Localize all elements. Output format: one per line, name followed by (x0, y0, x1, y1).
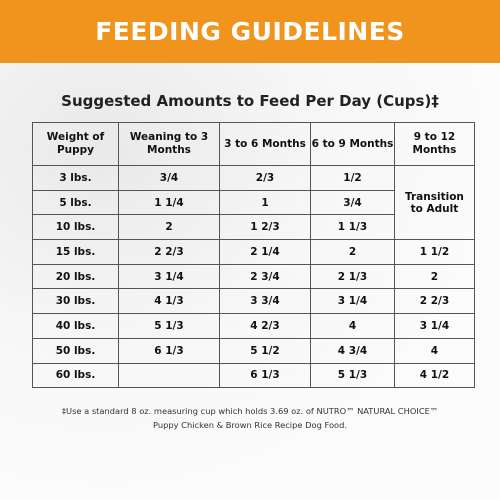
column-header: Weight of Puppy (32, 122, 119, 166)
table-row: 3 lbs. 3/4 2/3 1/2 Transition to Adult (32, 164, 475, 241)
table-row: 40 lbs. 5 1/3 4 2/3 4 3 1/4 (32, 313, 475, 339)
table-cell: 1 1/3 (310, 214, 395, 241)
merged-cell: Transition to Adult (394, 164, 475, 241)
table-cell: 1/2 (310, 165, 395, 191)
footnote-line: Puppy Chicken & Brown Rice Recipe Dog Fo… (152, 420, 348, 430)
table-cell: 2 3/4 (219, 263, 311, 290)
table-cell: 1 (219, 189, 311, 216)
table-cell: 4 (310, 313, 395, 339)
table-cell: 40 lbs. (32, 313, 119, 339)
column-header: 6 to 9 Months (310, 122, 395, 166)
table-cell: 2 1/4 (219, 239, 311, 265)
table-cell: 30 lbs. (32, 288, 119, 315)
table-row: 60 lbs. 6 1/3 5 1/3 4 1/2 (32, 362, 475, 389)
table-row: 50 lbs. 6 1/3 5 1/2 4 3/4 4 (32, 337, 475, 364)
table-row: 15 lbs. 2 2/3 2 1/4 2 1 1/2 (32, 239, 475, 265)
subtitle: Suggested Amounts to Feed Per Day (Cups)… (61, 92, 439, 110)
table-cell: 6 1/3 (219, 362, 311, 389)
table-cell: 2 (310, 239, 395, 265)
table-cell: 2 (118, 214, 220, 241)
table-cell: 5 1/3 (118, 313, 220, 339)
column-header: Weaning to 3 Months (118, 122, 220, 166)
table-cell: 5 1/2 (219, 337, 311, 364)
table-cell: 2 2/3 (394, 288, 475, 315)
table-cell: 4 1/3 (118, 288, 220, 315)
table-cell: 1 2/3 (219, 214, 311, 241)
feeding-table: Weight of Puppy Weaning to 3 Months 3 to 6… (32, 122, 475, 389)
table-cell: 4 3/4 (310, 337, 395, 364)
table-cell: 2 2/3 (118, 239, 220, 265)
table-cell: 3 1/4 (394, 313, 475, 339)
table-cell: 3 1/4 (118, 263, 220, 290)
footnote: ‡Use a standard 8 oz. measuring cup whic… (0, 404, 500, 432)
table-cell: 3/4 (310, 189, 395, 216)
table-cell: 1 1/2 (394, 239, 475, 265)
table-cell: 6 1/3 (118, 337, 220, 364)
table-cell: 3/4 (118, 165, 220, 191)
table-cell: 5 lbs. (32, 189, 119, 216)
table-cell: 20 lbs. (32, 263, 119, 290)
title: FEEDING GUIDELINES (95, 17, 405, 46)
table-cell: 3 1/4 (310, 288, 395, 315)
table-cell (118, 362, 220, 389)
table-row: 10 lbs. 2 1 2/3 1 1/3 (32, 214, 475, 241)
table-cell: 4 (394, 337, 475, 364)
table-cell: 10 lbs. (32, 214, 119, 241)
banner: FEEDING GUIDELINES (0, 0, 500, 63)
column-header: 9 to 12 Months (394, 122, 475, 166)
header-row: Weight of Puppy Weaning to 3 Months 3 to 6… (32, 122, 475, 166)
column-header: 3 to 6 Months (219, 122, 311, 166)
table-row: 30 lbs. 4 1/3 3 3/4 3 1/4 2 2/3 (32, 288, 475, 315)
table-cell: 60 lbs. (32, 362, 119, 389)
table-cell: 15 lbs. (32, 239, 119, 265)
footnote-line: ‡Use a standard 8 oz. measuring cup whic… (61, 406, 439, 416)
table-cell: 1 1/4 (118, 189, 220, 216)
table-cell: 4 2/3 (219, 313, 311, 339)
table-row: 20 lbs. 3 1/4 2 3/4 2 1/3 2 (32, 263, 475, 290)
table-cell: 2 1/3 (310, 263, 395, 290)
table-cell: 3 3/4 (219, 288, 311, 315)
table-cell: 5 1/3 (310, 362, 395, 389)
table-cell: 4 1/2 (394, 362, 475, 389)
table-cell: 3 lbs. (32, 165, 119, 191)
table-cell: 2 (394, 263, 475, 290)
table-cell: 50 lbs. (32, 337, 119, 364)
table-cell: 2/3 (219, 165, 311, 191)
